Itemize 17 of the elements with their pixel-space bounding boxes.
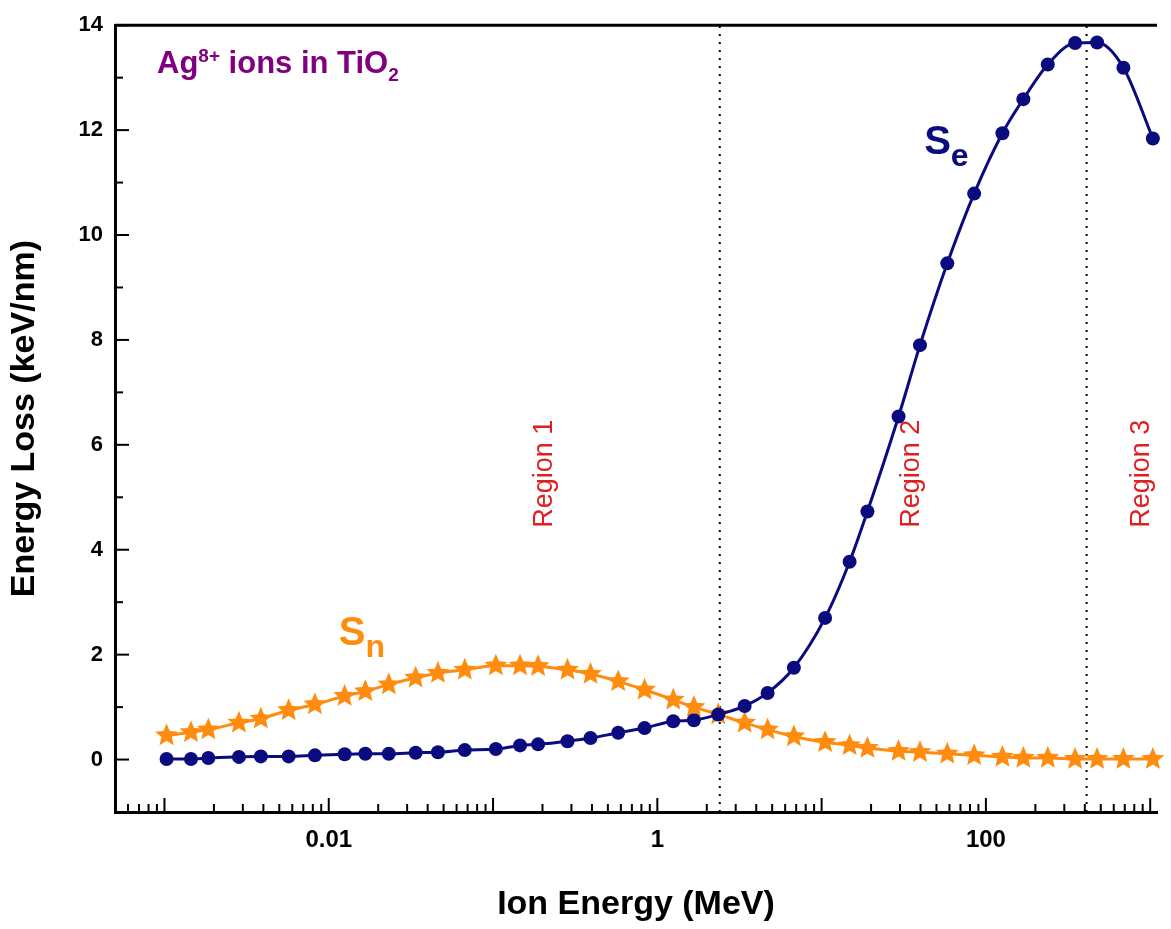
x-tick-label: 0.01 [305,825,353,853]
y-tick-label: 2 [90,640,103,666]
annotation: Region 3 [1125,419,1156,528]
y-tick-label: 6 [90,430,103,456]
annotation: Region 1 [528,419,559,528]
y-tick-label: 8 [90,325,103,351]
annotation: Region 2 [895,419,926,528]
y-tick-label: 10 [78,221,103,247]
y-tick-label: 14 [78,11,104,37]
y-tick-label: 12 [78,116,103,142]
text: Ag$^{8+}$ ions in TiO$_{2}$ [157,45,399,86]
y-tick-label: 0 [90,745,103,771]
x-tick-label: 100 [965,825,1006,853]
x-axis-title: Ion Energy (MeV) [497,882,775,921]
y-axis-title: Energy Loss (keV/nm) [2,240,41,598]
y-tick-label: 4 [90,535,104,561]
x-tick-label: 1 [650,825,665,853]
